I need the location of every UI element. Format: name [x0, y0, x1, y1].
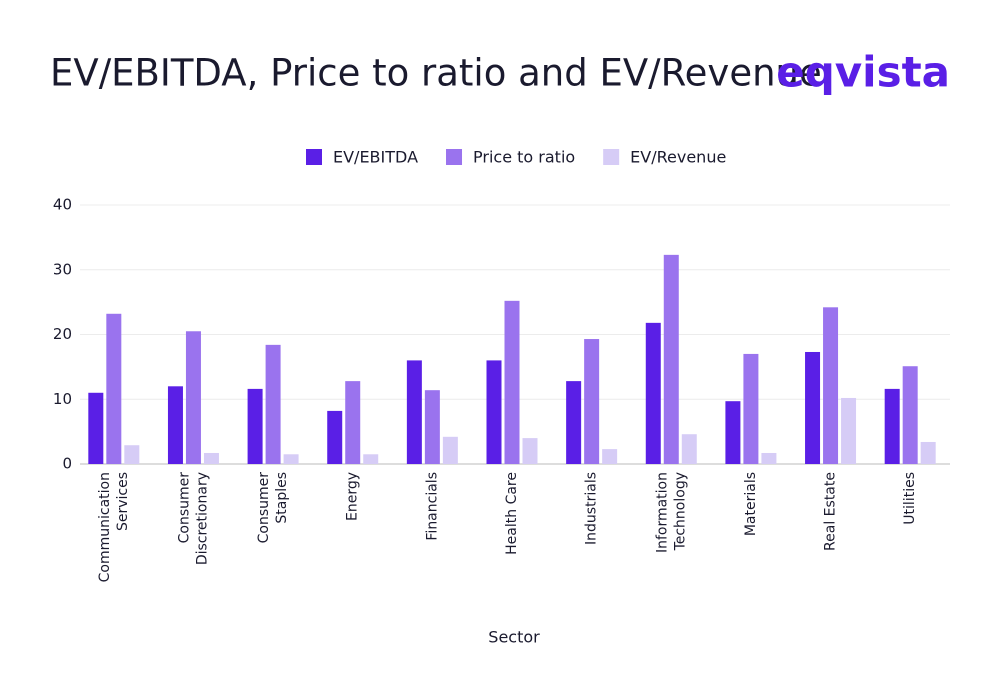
x-tick-label: Financials [424, 472, 440, 541]
bar [424, 390, 440, 464]
bar [406, 360, 422, 464]
bar [522, 438, 538, 464]
bar [566, 381, 582, 464]
y-tick-label: 20 [53, 325, 72, 343]
legend-label: Price to ratio [473, 148, 575, 167]
bar [725, 401, 741, 464]
bar [902, 366, 918, 464]
bar [327, 410, 343, 464]
bar [602, 449, 618, 464]
bar [504, 300, 520, 464]
x-tick-label: Communication Services [97, 472, 131, 582]
bar [442, 436, 458, 464]
legend-swatch [603, 149, 620, 165]
bar [584, 339, 600, 464]
brand-logo: eqvista [776, 48, 950, 97]
x-tick-label: Consumer Discretionary [176, 472, 210, 565]
bar [920, 441, 936, 464]
y-tick-label: 10 [53, 390, 72, 408]
bar [823, 307, 839, 464]
legend-swatch [306, 149, 322, 165]
y-tick-label: 0 [62, 455, 72, 473]
legend-label: EV/Revenue [630, 148, 726, 167]
bar [283, 454, 299, 464]
x-tick-label: Industrials [584, 472, 600, 545]
x-tick-label: Health Care [504, 472, 520, 555]
bar [345, 381, 361, 464]
bar [124, 445, 140, 464]
bar [884, 388, 900, 464]
bar [247, 388, 263, 464]
x-tick-label: Real Estate [823, 472, 839, 551]
x-axis-title: Sector [488, 628, 540, 647]
bar [185, 331, 201, 464]
bar [363, 454, 379, 464]
bar [805, 351, 821, 464]
bar [106, 313, 122, 464]
bar [88, 392, 104, 464]
bar [743, 353, 759, 464]
bar [663, 254, 679, 464]
bar [645, 322, 661, 464]
x-tick-label: Utilities [902, 472, 918, 525]
bar [203, 452, 219, 464]
bar [841, 397, 857, 464]
bar [761, 452, 777, 464]
legend-label: EV/EBITDA [333, 148, 418, 167]
y-tick-label: 30 [53, 260, 72, 278]
legend-swatch [446, 149, 463, 165]
x-tick-label: Consumer Staples [256, 472, 290, 544]
x-tick-label: Materials [743, 472, 759, 536]
x-tick-label: Energy [345, 472, 361, 521]
y-tick-label: 40 [53, 196, 72, 214]
bar [486, 360, 502, 464]
bar [681, 434, 697, 464]
bar [167, 386, 183, 464]
chart-title: EV/EBITDA, Price to ratio and EV/Revenue [50, 52, 822, 95]
x-tick-label: Information Technology [654, 472, 688, 553]
bar [265, 344, 281, 464]
